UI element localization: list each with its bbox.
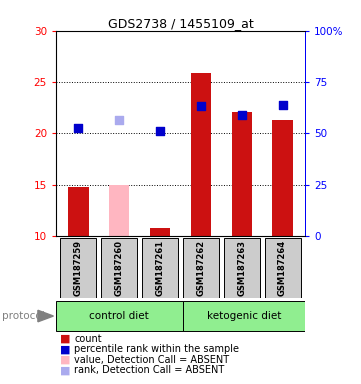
FancyBboxPatch shape [183,301,305,331]
Text: control diet: control diet [90,311,149,321]
FancyBboxPatch shape [224,238,260,298]
Point [75,125,81,131]
Text: GSM187263: GSM187263 [237,240,246,296]
FancyBboxPatch shape [183,238,219,298]
Bar [150,228,170,236]
Bar [109,185,130,236]
Text: percentile rank within the sample: percentile rank within the sample [74,344,239,354]
Text: GSM187264: GSM187264 [278,240,287,296]
Point [116,117,122,123]
Text: GSM187259: GSM187259 [74,240,83,296]
Text: ketogenic diet: ketogenic diet [206,311,281,321]
Text: GSM187261: GSM187261 [156,240,165,296]
Point [157,128,163,134]
Text: protocol: protocol [2,311,44,321]
Text: value, Detection Call = ABSENT: value, Detection Call = ABSENT [74,355,229,365]
Bar [68,187,88,236]
Bar [273,120,293,236]
Point [198,103,204,109]
Text: ■: ■ [60,334,70,344]
Text: ■: ■ [60,365,70,375]
Point [280,102,286,108]
Text: rank, Detection Call = ABSENT: rank, Detection Call = ABSENT [74,365,224,375]
FancyBboxPatch shape [265,238,301,298]
FancyBboxPatch shape [56,301,183,331]
Text: ■: ■ [60,344,70,354]
FancyBboxPatch shape [142,238,178,298]
Text: GSM187262: GSM187262 [196,240,205,296]
FancyBboxPatch shape [60,238,96,298]
Text: ■: ■ [60,355,70,365]
Title: GDS2738 / 1455109_at: GDS2738 / 1455109_at [108,17,253,30]
Text: count: count [74,334,102,344]
Point [239,112,245,118]
Bar [191,73,211,236]
Polygon shape [38,310,53,322]
Text: GSM187260: GSM187260 [115,240,124,296]
FancyBboxPatch shape [101,238,137,298]
Bar [231,112,252,236]
